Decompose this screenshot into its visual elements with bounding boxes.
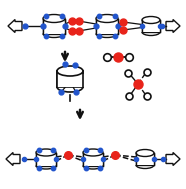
FancyBboxPatch shape (36, 153, 56, 166)
FancyBboxPatch shape (83, 153, 103, 166)
FancyBboxPatch shape (42, 22, 65, 33)
FancyArrow shape (166, 19, 180, 33)
FancyArrow shape (6, 153, 20, 166)
FancyBboxPatch shape (135, 155, 155, 165)
Ellipse shape (36, 149, 56, 156)
FancyBboxPatch shape (96, 19, 118, 33)
FancyBboxPatch shape (136, 153, 154, 165)
FancyBboxPatch shape (57, 71, 83, 87)
FancyBboxPatch shape (43, 19, 65, 33)
Ellipse shape (142, 16, 160, 23)
Ellipse shape (83, 149, 103, 156)
FancyBboxPatch shape (142, 20, 160, 32)
FancyArrow shape (8, 19, 22, 33)
FancyBboxPatch shape (36, 155, 57, 166)
FancyBboxPatch shape (57, 74, 84, 87)
FancyBboxPatch shape (142, 22, 161, 32)
FancyArrow shape (166, 153, 180, 166)
Ellipse shape (136, 149, 154, 156)
Ellipse shape (96, 15, 118, 22)
Ellipse shape (43, 15, 65, 22)
FancyBboxPatch shape (95, 22, 118, 33)
Ellipse shape (57, 66, 83, 76)
FancyBboxPatch shape (83, 155, 103, 166)
